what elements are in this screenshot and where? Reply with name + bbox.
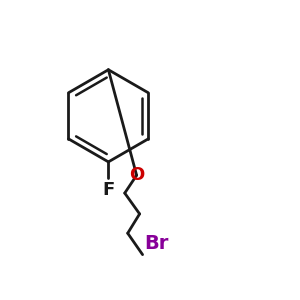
Text: F: F <box>102 181 115 199</box>
Text: O: O <box>129 166 144 184</box>
Text: Br: Br <box>144 234 168 253</box>
